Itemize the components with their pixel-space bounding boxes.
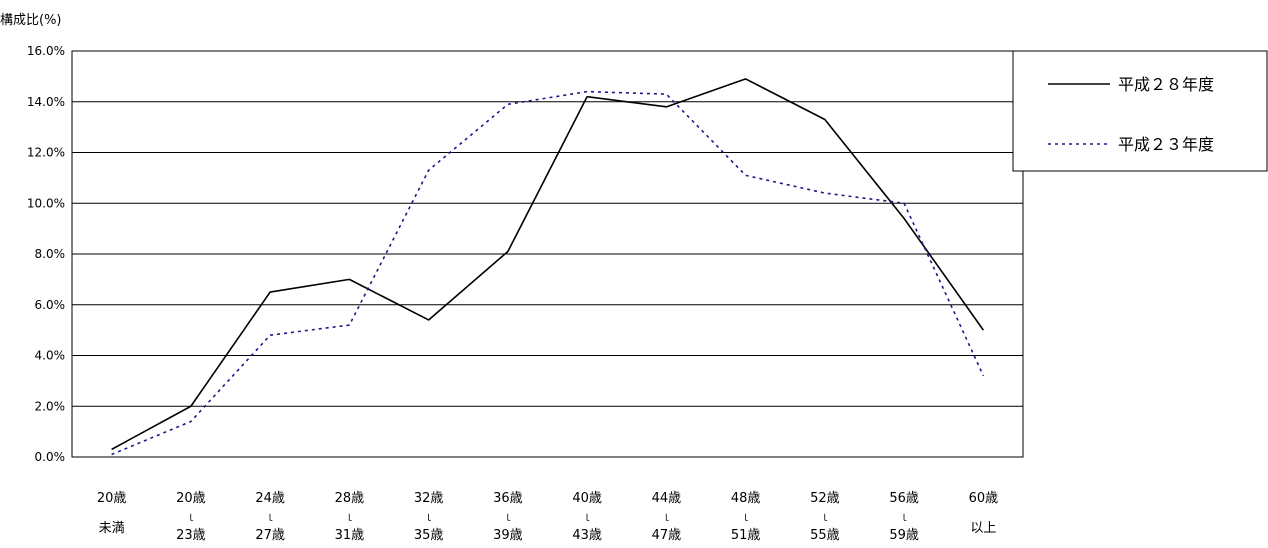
series-lines <box>111 78 985 456</box>
y-tick-label: 10.0% <box>27 196 65 210</box>
x-category-label: 32歳 <box>414 491 444 506</box>
x-category-range-mark: ｌ <box>583 513 592 524</box>
x-category-label: 23歳 <box>176 528 206 543</box>
x-category-label: 59歳 <box>889 528 919 543</box>
series-line-0 <box>111 78 985 451</box>
x-category-range-mark: ｌ <box>820 513 829 524</box>
x-category-label: 55歳 <box>810 528 840 543</box>
x-category-label: 24歳 <box>255 491 285 506</box>
y-tick-label: 8.0% <box>35 247 66 261</box>
x-category-label: 35歳 <box>414 528 444 543</box>
x-category-label: 39歳 <box>493 528 523 543</box>
x-category-range-mark: ｌ <box>900 513 909 524</box>
x-category-range-mark: ｌ <box>186 513 195 524</box>
y-tick-labels: 0.0% 2.0% 4.0% 6.0% 8.0% 10.0% 12.0% 14.0% 16.0% <box>27 44 65 464</box>
x-category-label: 31歳 <box>335 528 365 543</box>
y-tick-label: 6.0% <box>35 298 66 312</box>
legend-label-0: 平成２８年度 <box>1118 75 1214 94</box>
x-category-label: 43歳 <box>572 528 602 543</box>
x-category-range-mark: ｌ <box>503 513 512 524</box>
x-category-label: 51歳 <box>731 528 761 543</box>
x-category-label: 56歳 <box>889 491 919 506</box>
x-category-label: 60歳 <box>969 491 999 506</box>
x-category-label: 未満 <box>99 521 125 536</box>
x-category-label: 28歳 <box>335 491 365 506</box>
y-tick-label: 16.0% <box>27 44 65 58</box>
x-category-label: 27歳 <box>255 528 285 543</box>
x-category-label: 20歳 <box>176 491 206 506</box>
x-category-range-mark: ｌ <box>741 513 750 524</box>
x-category-label: 36歳 <box>493 491 523 506</box>
y-tick-label: 0.0% <box>35 450 66 464</box>
y-axis-label: 構成比(%) <box>0 13 62 28</box>
x-category-label: 48歳 <box>731 491 761 506</box>
plot-area <box>71 50 1024 458</box>
x-category-range-mark: ｌ <box>424 513 433 524</box>
legend-box <box>1012 50 1268 172</box>
y-tick-label: 14.0% <box>27 95 65 109</box>
x-category-label: 20歳 <box>97 491 127 506</box>
x-category-label: 52歳 <box>810 491 840 506</box>
x-category-range-mark: ｌ <box>266 513 275 524</box>
y-tick-label: 12.0% <box>27 146 65 160</box>
y-tick-label: 2.0% <box>35 399 66 413</box>
x-category-label: 47歳 <box>652 528 682 543</box>
x-category-label: 40歳 <box>572 491 602 506</box>
x-category-range-mark: ｌ <box>662 513 671 524</box>
x-category-label: 44歳 <box>652 491 682 506</box>
y-tick-label: 4.0% <box>35 349 66 363</box>
legend-label-1: 平成２３年度 <box>1118 135 1214 154</box>
x-category-label: 以上 <box>970 521 996 536</box>
x-category-range-mark: ｌ <box>345 513 354 524</box>
series-line-1 <box>111 90 985 456</box>
